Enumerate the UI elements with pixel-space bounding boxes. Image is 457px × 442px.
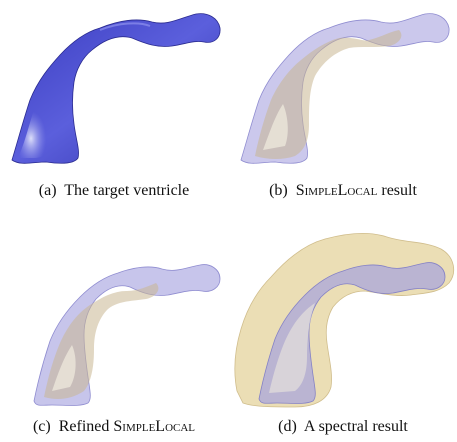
spectral-overlay-render xyxy=(234,233,455,408)
panel-label: (c) xyxy=(32,418,51,435)
target-ventricle-render xyxy=(11,13,221,164)
caption-text: A spectral result xyxy=(303,418,408,435)
panel-refined-simplelocal: (c) Refined SimpleLocal xyxy=(0,221,228,442)
panel-caption: (a) The target ventricle xyxy=(0,182,228,200)
panel-simplelocal-result: (b) SimpleLocal result xyxy=(229,0,457,210)
refined-overlay-render xyxy=(33,264,221,406)
caption-smallcaps: SimpleLocal xyxy=(113,418,196,435)
panel-caption: (b) SimpleLocal result xyxy=(229,182,457,200)
panel-caption: (c) Refined SimpleLocal xyxy=(0,418,228,436)
panel-target-ventricle: (a) The target ventricle xyxy=(0,0,228,210)
panel-label: (d) xyxy=(278,418,297,435)
caption-text: Refined xyxy=(58,418,114,435)
panel-label: (b) xyxy=(269,182,288,199)
panel-label: (a) xyxy=(38,182,57,199)
simplelocal-overlay-render xyxy=(240,13,450,164)
caption-text: result xyxy=(377,182,417,199)
caption-smallcaps: SimpleLocal xyxy=(295,182,378,199)
panel-caption: (d) A spectral result xyxy=(229,418,457,436)
panel-spectral-result: (d) A spectral result xyxy=(229,221,457,442)
caption-text: The target ventricle xyxy=(64,182,190,199)
